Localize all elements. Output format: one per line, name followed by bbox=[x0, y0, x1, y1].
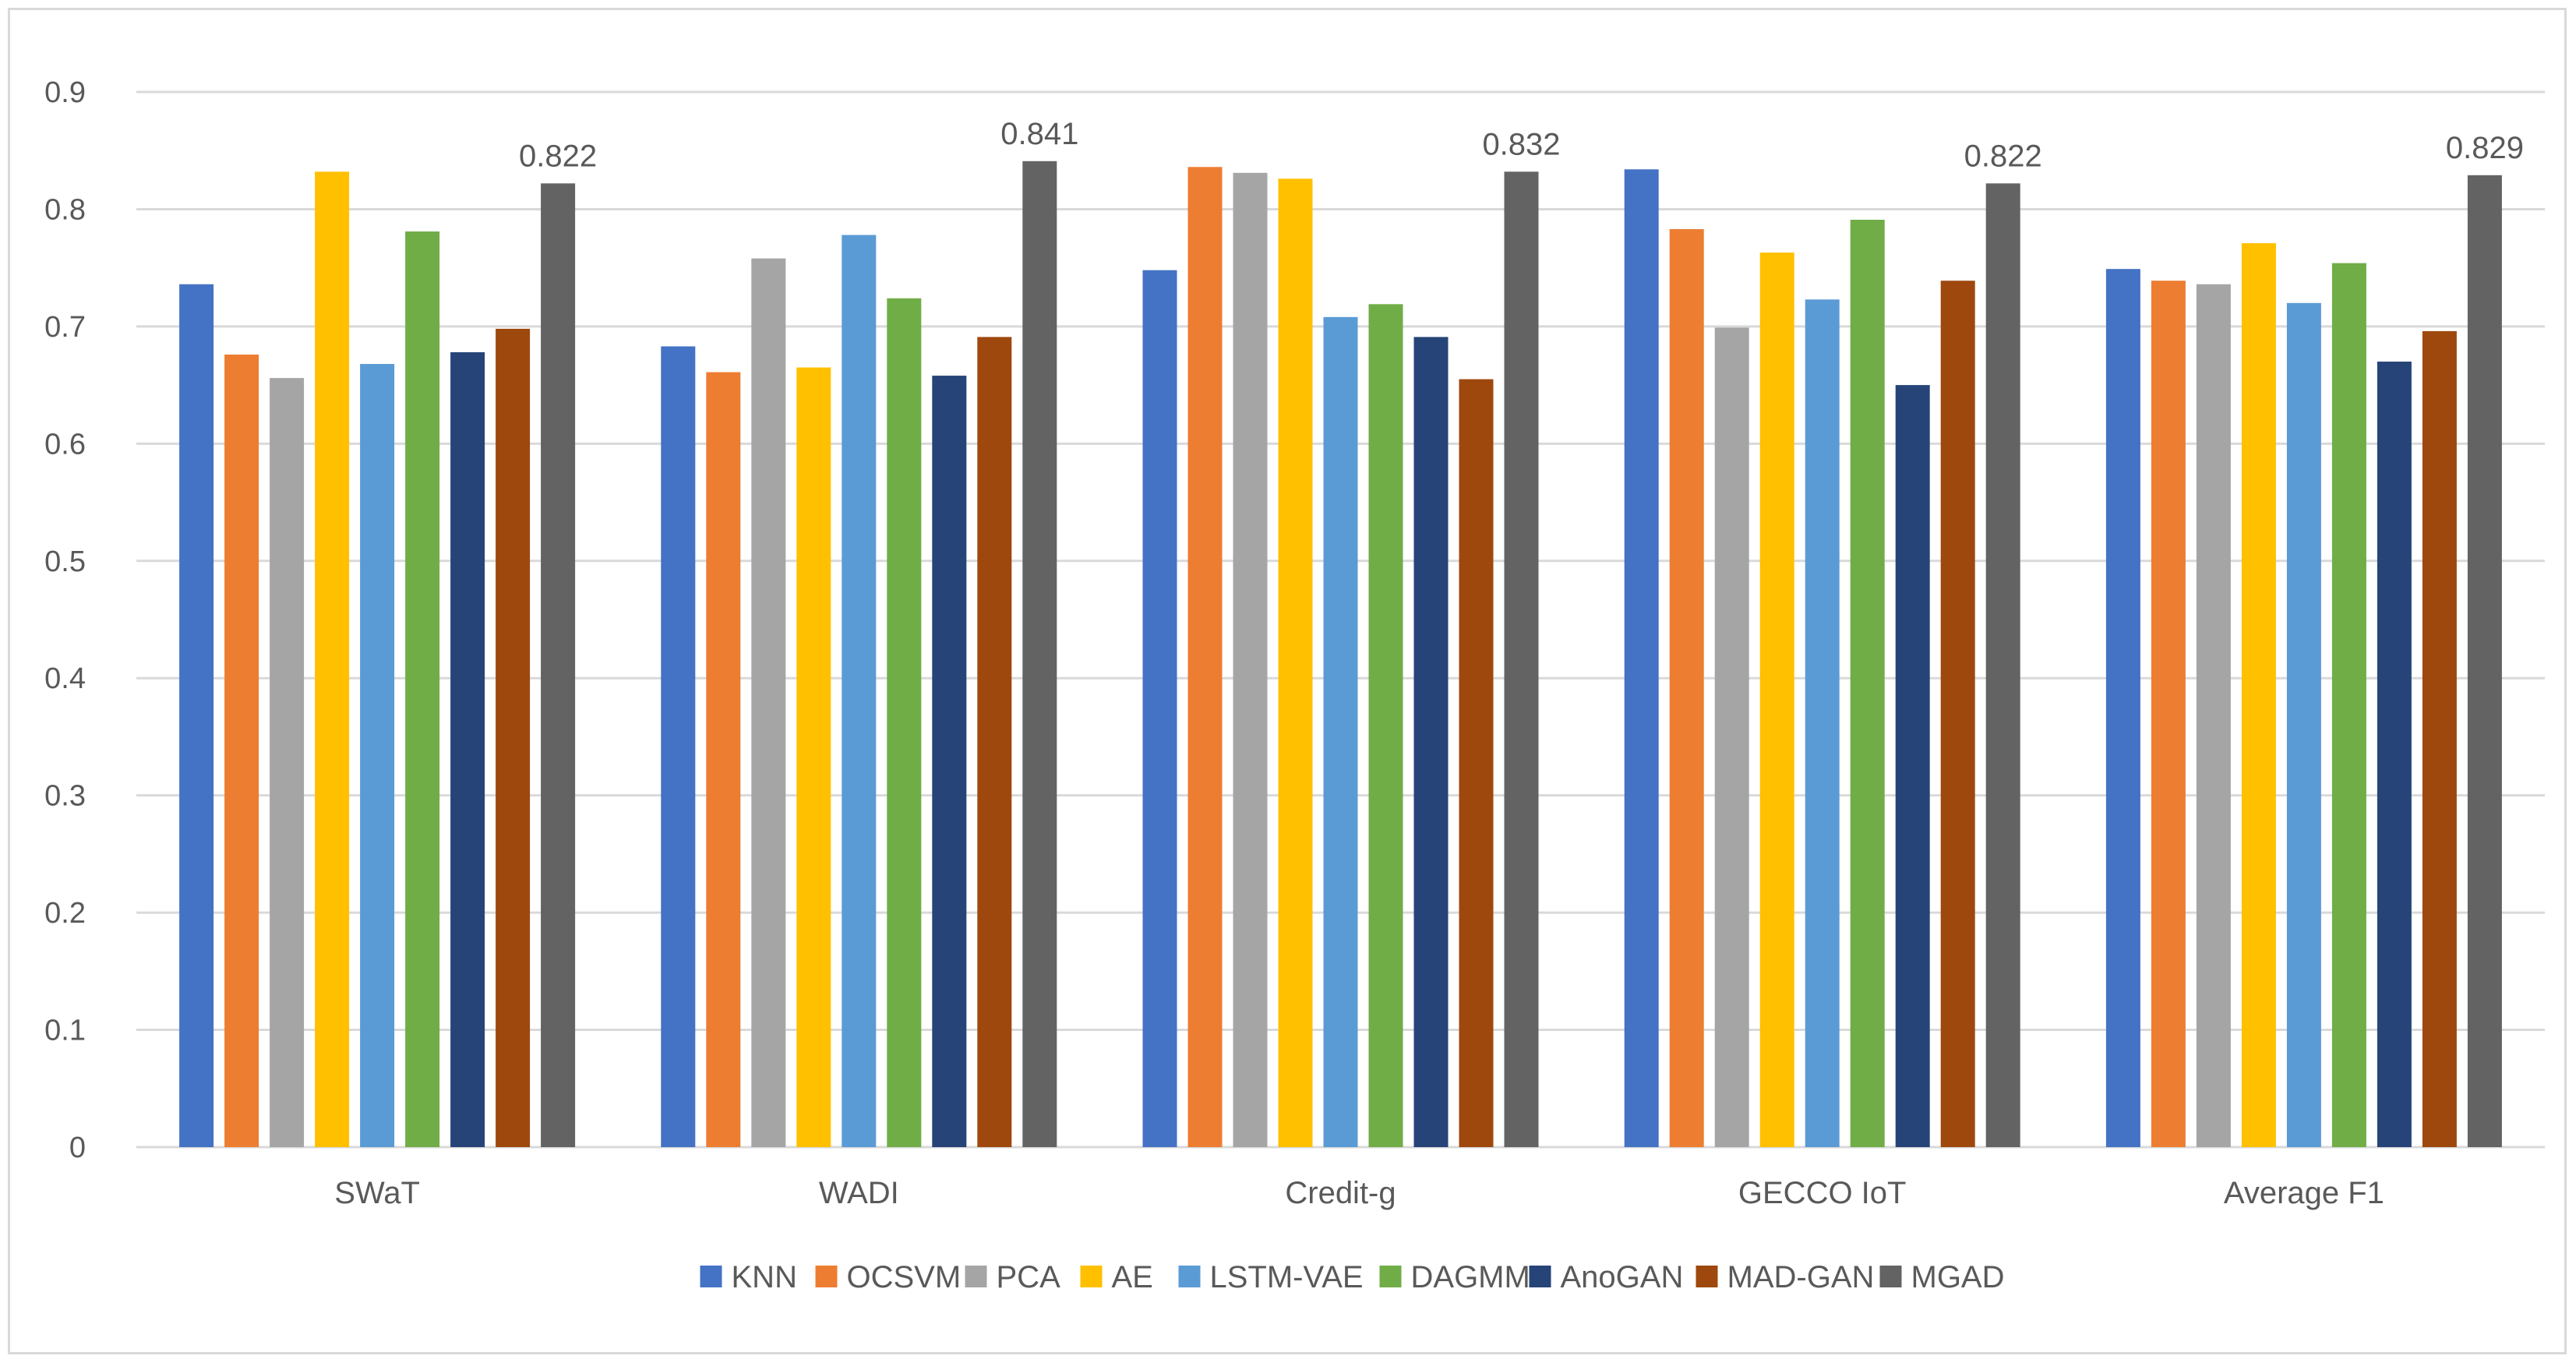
legend-swatch-mad-gan bbox=[1696, 1266, 1718, 1287]
legend-swatch-mgad bbox=[1879, 1266, 1902, 1287]
x-axis-categories: SWaT WADI Credit-g GECCO IoT Average F1 bbox=[334, 1176, 2384, 1210]
bar-mgad-credit-g bbox=[1504, 171, 1539, 1147]
bar-knn-wadi bbox=[661, 346, 696, 1147]
bar-mad-gan-gecco-iot bbox=[1940, 281, 1975, 1147]
y-tick-label: 0.7 bbox=[44, 311, 86, 344]
bar-knn-swat bbox=[179, 284, 214, 1147]
legend-label-ocsvm: OCSVM bbox=[847, 1260, 962, 1294]
data-labels: 0.822 0.841 0.832 0.822 0.829 bbox=[519, 117, 2524, 174]
legend-label-ae: AE bbox=[1112, 1260, 1153, 1294]
bar-mgad-gecco-iot bbox=[1985, 183, 2020, 1147]
x-category-label: GECCO IoT bbox=[1738, 1176, 1907, 1210]
y-tick-label: 0.1 bbox=[44, 1015, 86, 1047]
legend-swatch-pca bbox=[965, 1266, 987, 1287]
bar-dagmm-average-f1 bbox=[2331, 263, 2366, 1147]
data-label: 0.822 bbox=[519, 139, 597, 173]
legend-swatch-ocsvm bbox=[815, 1266, 838, 1287]
y-axis-ticks: 0 0.1 0.2 0.3 0.4 0.5 0.6 0.7 0.8 0.9 bbox=[44, 76, 86, 1164]
y-tick-label: 0 bbox=[69, 1132, 86, 1164]
bar-dagmm-wadi bbox=[887, 298, 922, 1147]
legend-swatch-anogan bbox=[1529, 1266, 1551, 1287]
bar-ae-wadi bbox=[796, 367, 831, 1147]
bar-mad-gan-credit-g bbox=[1459, 379, 1494, 1148]
bar-ae-average-f1 bbox=[2241, 243, 2276, 1147]
legend-label-anogan: AnoGAN bbox=[1561, 1260, 1684, 1294]
bar-ocsvm-average-f1 bbox=[2151, 281, 2186, 1147]
bar-ae-swat bbox=[315, 171, 350, 1147]
gridlines bbox=[136, 90, 2545, 1149]
bar-pca-gecco-iot bbox=[1714, 327, 1749, 1148]
bar-mad-gan-wadi bbox=[977, 337, 1012, 1147]
bar-lstm-vae-gecco-iot bbox=[1805, 299, 1840, 1148]
y-tick-label: 0.4 bbox=[44, 662, 86, 695]
legend-label-pca: PCA bbox=[997, 1260, 1061, 1294]
bar-pca-wadi bbox=[751, 258, 786, 1147]
legend-label-dagmm: DAGMM bbox=[1411, 1260, 1530, 1294]
bar-ocsvm-gecco-iot bbox=[1669, 229, 1704, 1147]
legend-swatch-ae bbox=[1080, 1266, 1103, 1287]
bar-mgad-swat bbox=[541, 183, 576, 1147]
bar-pca-credit-g bbox=[1233, 172, 1268, 1148]
x-category-label: WADI bbox=[819, 1176, 899, 1210]
legend-label-knn: KNN bbox=[732, 1260, 797, 1294]
y-tick-label: 0.3 bbox=[44, 780, 86, 813]
bar-mgad-average-f1 bbox=[2467, 175, 2502, 1147]
y-tick-label: 0.9 bbox=[44, 76, 86, 109]
legend-label-mad-gan: MAD-GAN bbox=[1727, 1260, 1875, 1294]
bar-ocsvm-wadi bbox=[706, 372, 741, 1147]
bar-knn-credit-g bbox=[1142, 270, 1177, 1148]
bar-lstm-vae-credit-g bbox=[1323, 316, 1358, 1148]
bar-mgad-wadi bbox=[1022, 161, 1057, 1148]
legend-swatch-knn bbox=[700, 1266, 722, 1287]
x-category-label: Average F1 bbox=[2224, 1176, 2384, 1210]
x-category-label: Credit-g bbox=[1285, 1176, 1396, 1210]
bar-dagmm-gecco-iot bbox=[1850, 219, 1885, 1148]
legend-label-mgad: MGAD bbox=[1911, 1260, 2005, 1294]
bar-knn-average-f1 bbox=[2105, 269, 2140, 1147]
legend-label-lstm-vae: LSTM-VAE bbox=[1210, 1260, 1364, 1294]
data-label: 0.841 bbox=[1000, 117, 1078, 151]
bar-ocsvm-credit-g bbox=[1187, 167, 1223, 1148]
bar-anogan-gecco-iot bbox=[1895, 385, 1930, 1148]
bar-knn-gecco-iot bbox=[1624, 169, 1659, 1147]
bar-mad-gan-average-f1 bbox=[2422, 330, 2457, 1147]
legend: KNN OCSVM PCA AE LSTM-VAE DAGMM AnoGAN MAD-GAN M… bbox=[700, 1260, 2005, 1294]
legend-swatch-lstm-vae bbox=[1178, 1266, 1201, 1287]
bar-anogan-swat bbox=[450, 351, 485, 1147]
bar-anogan-wadi bbox=[932, 376, 967, 1147]
bar-pca-average-f1 bbox=[2196, 284, 2231, 1147]
bar-ae-gecco-iot bbox=[1759, 252, 1794, 1147]
x-category-label: SWaT bbox=[334, 1176, 420, 1210]
bar-dagmm-credit-g bbox=[1368, 304, 1403, 1147]
data-label: 0.832 bbox=[1482, 127, 1560, 161]
bar-pca-swat bbox=[270, 378, 305, 1147]
bar-lstm-vae-wadi bbox=[842, 235, 877, 1147]
y-tick-label: 0.5 bbox=[44, 546, 86, 578]
y-tick-label: 0.8 bbox=[44, 193, 86, 226]
data-label: 0.822 bbox=[1964, 139, 2042, 173]
data-label: 0.829 bbox=[2446, 131, 2524, 165]
bar-ae-credit-g bbox=[1278, 178, 1313, 1148]
bar-anogan-average-f1 bbox=[2377, 362, 2412, 1147]
bars bbox=[179, 161, 2502, 1148]
bar-ocsvm-swat bbox=[224, 354, 259, 1147]
legend-swatch-dagmm bbox=[1379, 1266, 1402, 1287]
y-tick-label: 0.6 bbox=[44, 428, 86, 461]
bar-dagmm-swat bbox=[405, 231, 440, 1147]
bar-lstm-vae-average-f1 bbox=[2286, 302, 2321, 1147]
bar-mad-gan-swat bbox=[496, 328, 531, 1148]
y-tick-label: 0.2 bbox=[44, 897, 86, 930]
bar-anogan-credit-g bbox=[1413, 337, 1449, 1147]
bar-lstm-vae-swat bbox=[360, 364, 395, 1147]
